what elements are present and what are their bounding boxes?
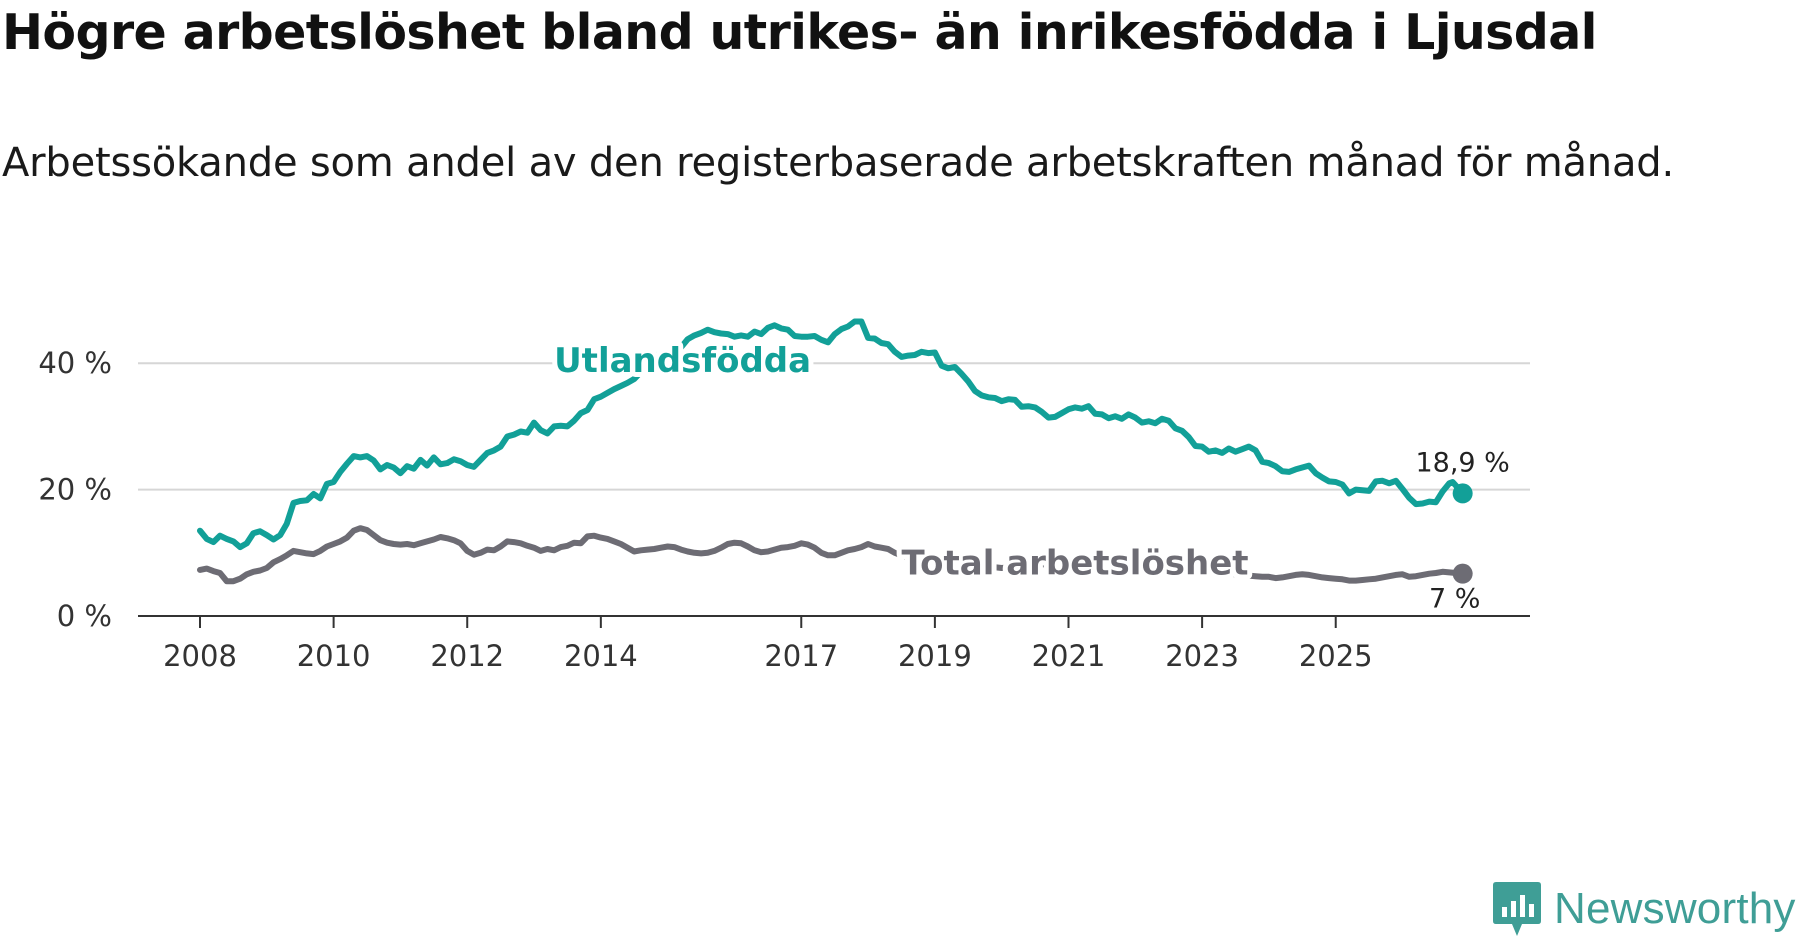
series-label-utlandsfodda: Utlandsfödda <box>554 341 811 381</box>
x-axis: 2008 2010 2012 2014 2017 2019 2021 2023 2025 <box>138 615 1530 673</box>
y-tick-label: 40 % <box>38 346 112 380</box>
x-tick-label: 2008 <box>163 639 237 673</box>
newsworthy-logo-icon <box>1493 882 1541 936</box>
x-tick-label: 2019 <box>898 639 972 673</box>
x-tick-label: 2017 <box>764 639 838 673</box>
end-value-label-utlandsfodda: 18,9 % <box>1415 447 1509 478</box>
x-tick-label: 2021 <box>1032 639 1106 673</box>
chart-title: Högre arbetslöshet bland utrikes- än inr… <box>2 4 1597 61</box>
newsworthy-logo[interactable]: Newsworthy <box>1492 880 1796 938</box>
grid-lines <box>138 362 1530 491</box>
x-tick-label: 2014 <box>564 639 638 673</box>
newsworthy-logo-text: Newsworthy <box>1554 884 1796 933</box>
chart-subtitle: Arbetssökande som andel av den registerb… <box>2 140 1674 186</box>
x-tick-label: 2012 <box>430 639 504 673</box>
y-tick-label: 20 % <box>38 473 112 507</box>
x-tick-label: 2010 <box>297 639 371 673</box>
end-point-utlandsfodda <box>1452 483 1473 504</box>
y-tick-label: 0 % <box>57 599 112 633</box>
x-tick-label: 2023 <box>1165 639 1239 673</box>
series-label-total-arbetsloshet: Total arbetslöshet <box>901 543 1248 583</box>
y-axis-ticks: 0 % 20 % 40 % <box>38 346 112 633</box>
x-tick-label: 2025 <box>1299 639 1373 673</box>
end-value-label-total-arbetsloshet: 7 % <box>1429 584 1480 615</box>
end-point-total-arbetsloshet <box>1452 563 1473 584</box>
series-labels: Utlandsfödda 18,9 % Total arbetslöshet 7 % <box>549 336 1513 618</box>
series-lines <box>197 318 1473 585</box>
series-line-total-arbetsloshet <box>197 525 1466 585</box>
series-line-utlandsfodda <box>197 318 1466 551</box>
